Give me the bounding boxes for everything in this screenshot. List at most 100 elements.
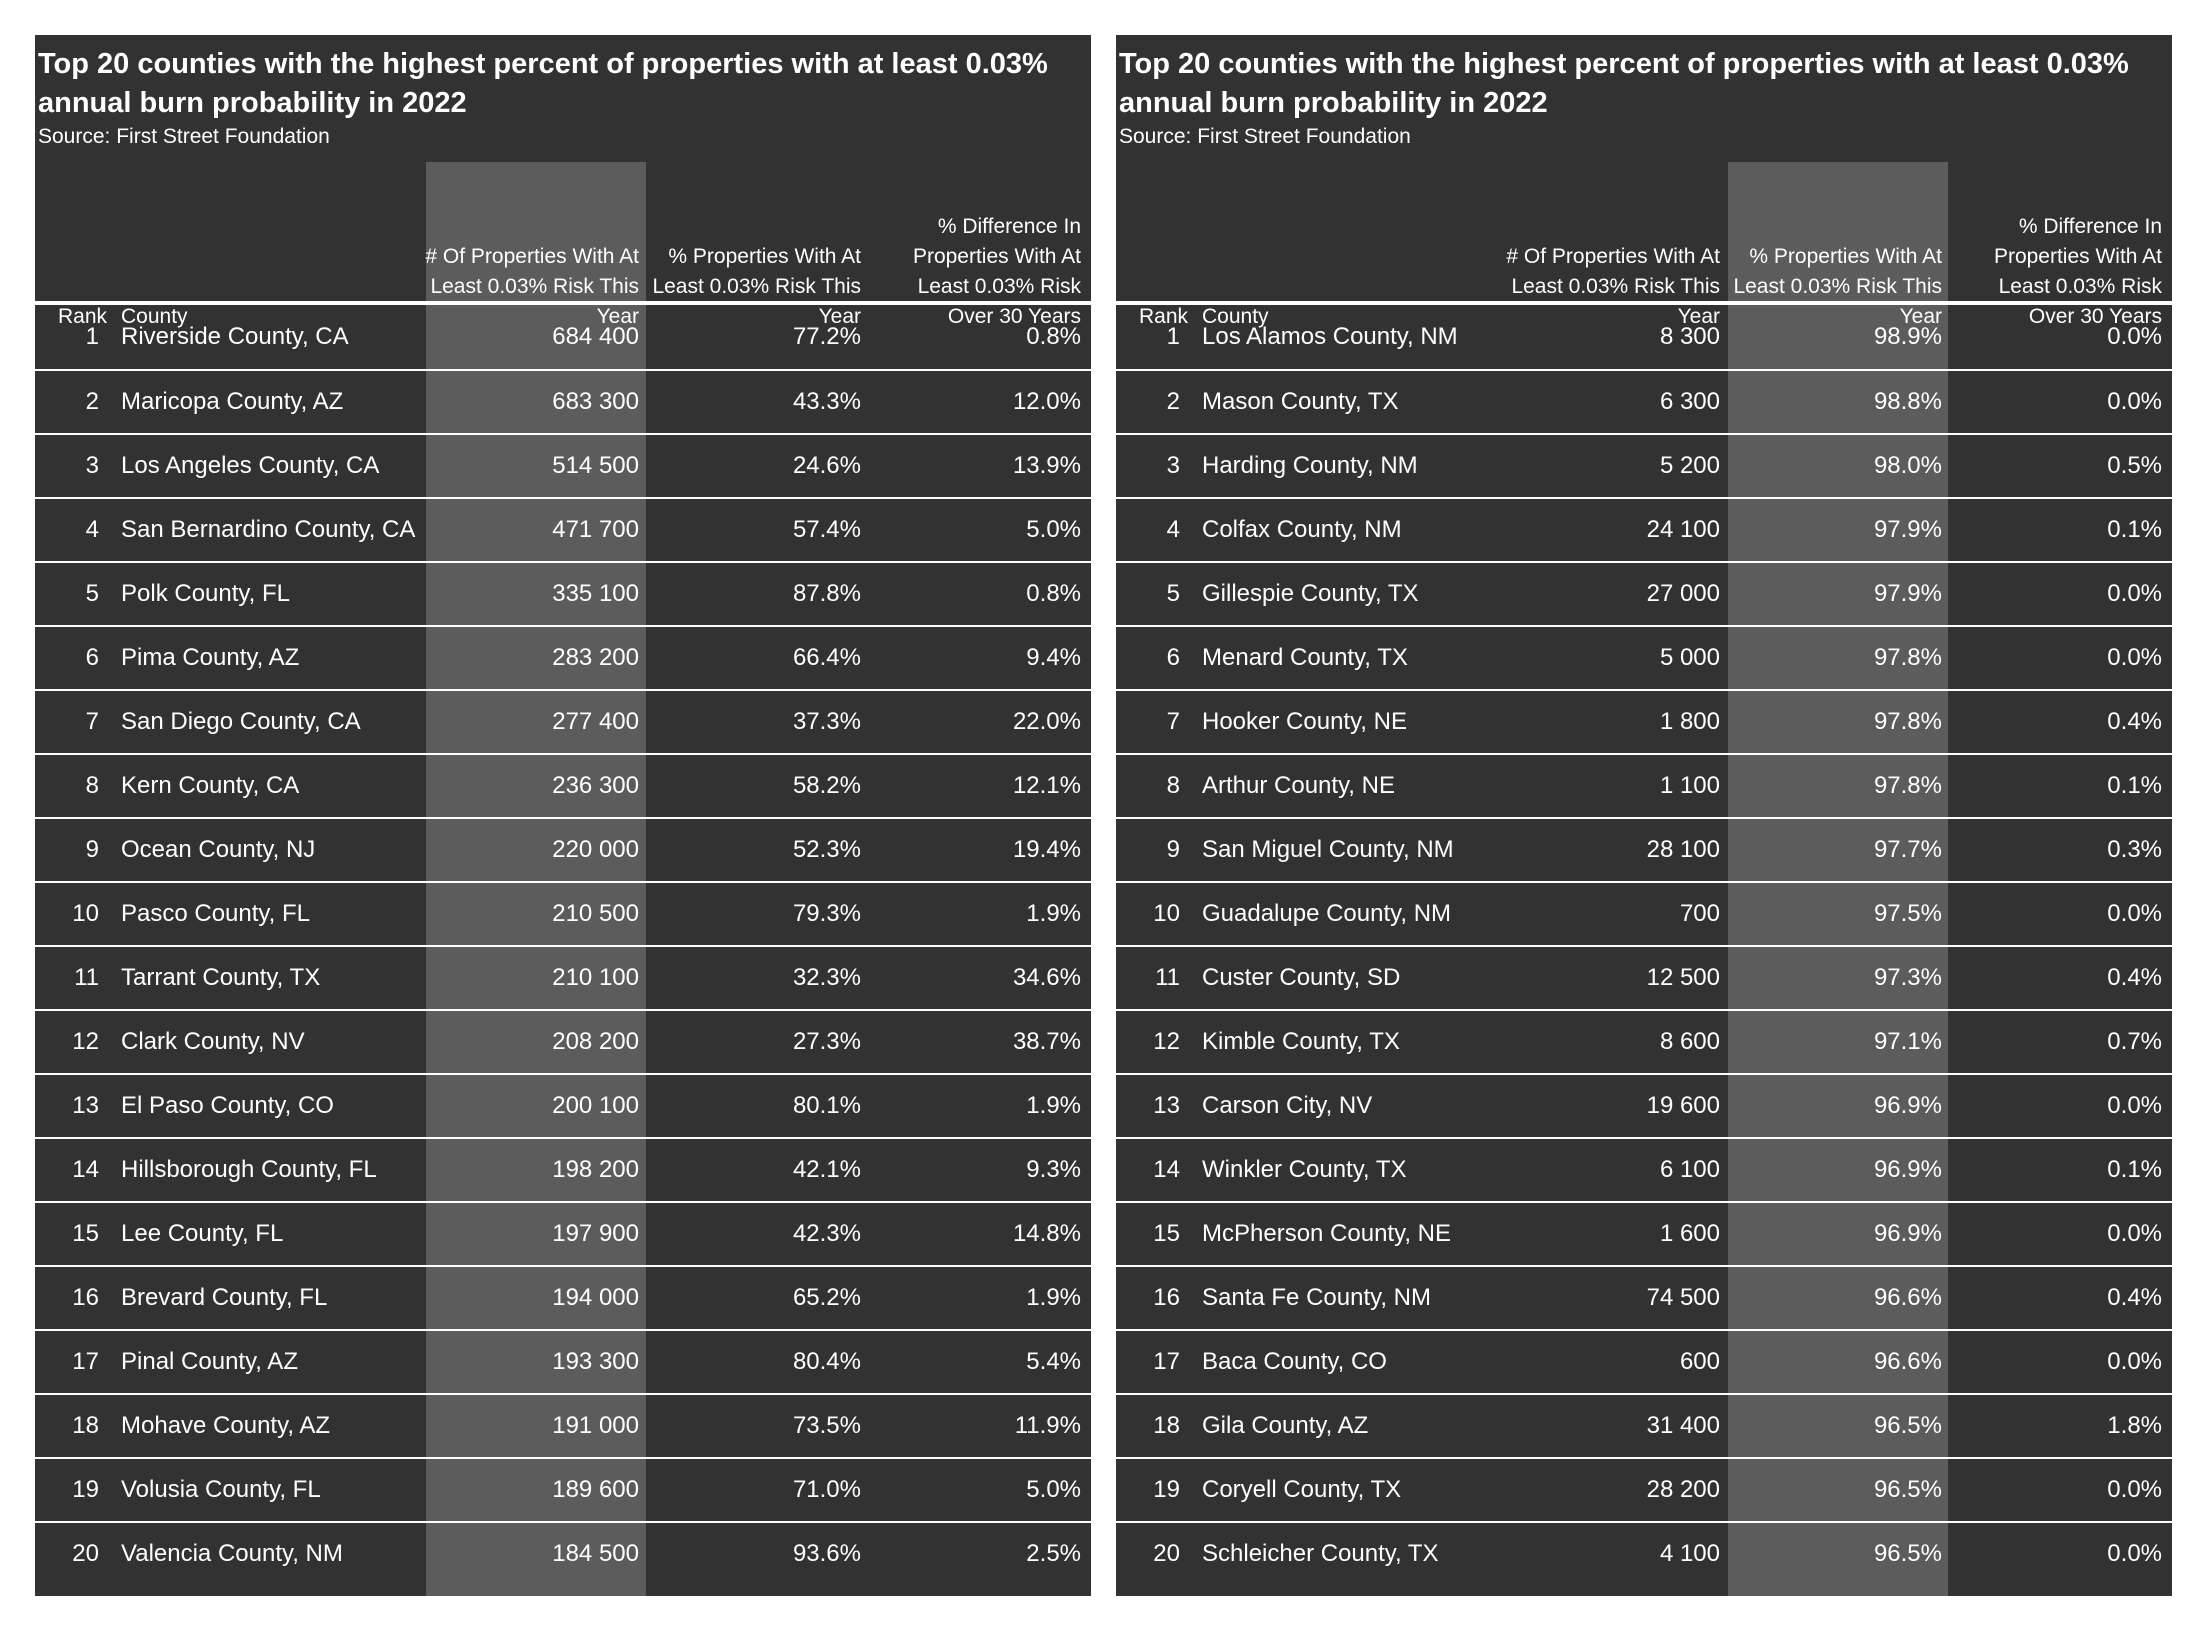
table-row: 10 Guadalupe County, NM 700 97.5% 0.0% — [1116, 881, 2172, 945]
rank-cell: 13 — [72, 1092, 99, 1119]
rank-cell: 8 — [85, 772, 99, 799]
rank-cell: 7 — [85, 708, 99, 735]
percent-difference-cell: 22.0% — [1012, 708, 1081, 735]
rank-cell: 15 — [1153, 1220, 1180, 1247]
percent-properties-cell: 42.1% — [792, 1156, 861, 1183]
property-count-cell: 335 100 — [552, 580, 639, 607]
county-cell: Maricopa County, AZ — [121, 388, 344, 415]
percent-properties-cell: 97.8% — [1873, 708, 1942, 735]
percent-properties-cell: 98.0% — [1873, 452, 1942, 479]
percent-difference-cell: 0.0% — [2107, 323, 2162, 350]
property-count-cell: 24 100 — [1646, 516, 1720, 543]
property-count-cell: 19 600 — [1646, 1092, 1720, 1119]
percent-properties-cell: 66.4% — [792, 644, 861, 671]
percent-difference-cell: 9.4% — [1026, 644, 1081, 671]
rank-cell: 13 — [1153, 1092, 1180, 1119]
rank-cell: 6 — [1166, 644, 1180, 671]
table-row: 2 Mason County, TX 6 300 98.8% 0.0% — [1116, 369, 2172, 433]
percent-properties-cell: 37.3% — [792, 708, 861, 735]
highlighted-column-background — [426, 162, 646, 1596]
table-row: 13 El Paso County, CO 200 100 80.1% 1.9% — [35, 1073, 1091, 1137]
table-row: 8 Arthur County, NE 1 100 97.8% 0.1% — [1116, 753, 2172, 817]
percent-difference-cell: 0.3% — [2107, 836, 2162, 863]
county-cell: El Paso County, CO — [121, 1092, 334, 1119]
table-row: 19 Volusia County, FL 189 600 71.0% 5.0% — [35, 1457, 1091, 1521]
county-cell: McPherson County, NE — [1202, 1220, 1451, 1247]
table-row: 19 Coryell County, TX 28 200 96.5% 0.0% — [1116, 1457, 2172, 1521]
property-count-cell: 191 000 — [552, 1412, 639, 1439]
percent-properties-cell: 97.5% — [1873, 900, 1942, 927]
rank-cell: 1 — [85, 323, 99, 350]
county-cell: Lee County, FL — [121, 1220, 284, 1247]
rank-cell: 10 — [1153, 900, 1180, 927]
table-panel-right: Top 20 counties with the highest percent… — [1116, 35, 2172, 1596]
property-count-cell: 8 300 — [1659, 323, 1720, 350]
column-header-percent-difference: % Difference In Properties With At Least… — [912, 215, 1081, 328]
county-cell: Winkler County, TX — [1202, 1156, 1407, 1183]
county-cell: Los Angeles County, CA — [121, 452, 380, 479]
column-header-county: County — [1202, 305, 1269, 328]
table-row: 2 Maricopa County, AZ 683 300 43.3% 12.0% — [35, 369, 1091, 433]
percent-difference-cell: 12.0% — [1012, 388, 1081, 415]
county-cell: Clark County, NV — [121, 1028, 305, 1055]
rank-cell: 19 — [72, 1476, 99, 1503]
percent-difference-cell: 0.0% — [2107, 1220, 2162, 1247]
table-row: 7 San Diego County, CA 277 400 37.3% 22.0% — [35, 689, 1091, 753]
percent-properties-cell: 77.2% — [792, 323, 861, 350]
rank-cell: 3 — [85, 452, 99, 479]
table-row: 5 Polk County, FL 335 100 87.8% 0.8% — [35, 561, 1091, 625]
property-count-cell: 198 200 — [552, 1156, 639, 1183]
percent-difference-cell: 0.8% — [1026, 323, 1081, 350]
percent-properties-cell: 87.8% — [792, 580, 861, 607]
percent-properties-cell: 80.4% — [792, 1348, 861, 1375]
percent-difference-cell: 5.0% — [1026, 516, 1081, 543]
property-count-cell: 184 500 — [552, 1540, 639, 1567]
table-row: 11 Custer County, SD 12 500 97.3% 0.4% — [1116, 945, 2172, 1009]
table-row: 14 Winkler County, TX 6 100 96.9% 0.1% — [1116, 1137, 2172, 1201]
table-row: 20 Schleicher County, TX 4 100 96.5% 0.0% — [1116, 1521, 2172, 1585]
rank-cell: 8 — [1166, 772, 1180, 799]
table-body: 1 Los Alamos County, NM 8 300 98.9% 0.0% 2 Mas… — [1116, 305, 2172, 1585]
property-count-cell: 471 700 — [552, 516, 639, 543]
table-row: 16 Santa Fe County, NM 74 500 96.6% 0.4% — [1116, 1265, 2172, 1329]
table-title: Top 20 counties with the highest percent… — [1119, 48, 2129, 119]
property-count-cell: 210 100 — [552, 964, 639, 991]
percent-properties-cell: 97.9% — [1873, 516, 1942, 543]
rank-cell: 2 — [1166, 388, 1180, 415]
table-title: Top 20 counties with the highest percent… — [38, 48, 1048, 119]
highlighted-column-background — [1728, 162, 1948, 1596]
property-count-cell: 1 800 — [1659, 708, 1720, 735]
percent-properties-cell: 96.9% — [1873, 1156, 1942, 1183]
county-cell: Los Alamos County, NM — [1202, 323, 1458, 350]
percent-properties-cell: 97.1% — [1873, 1028, 1942, 1055]
percent-properties-cell: 96.9% — [1873, 1220, 1942, 1247]
county-cell: Kern County, CA — [121, 772, 300, 799]
property-count-cell: 8 600 — [1659, 1028, 1720, 1055]
percent-properties-cell: 93.6% — [792, 1540, 861, 1567]
table-body: 1 Riverside County, CA 684 400 77.2% 0.8% 2 Ma… — [35, 305, 1091, 1585]
table-row: 3 Harding County, NM 5 200 98.0% 0.5% — [1116, 433, 2172, 497]
percent-properties-cell: 73.5% — [792, 1412, 861, 1439]
percent-difference-cell: 5.4% — [1026, 1348, 1081, 1375]
table-row: 14 Hillsborough County, FL 198 200 42.1% 9.3… — [35, 1137, 1091, 1201]
table-row: 9 Ocean County, NJ 220 000 52.3% 19.4% — [35, 817, 1091, 881]
table-row: 6 Menard County, TX 5 000 97.8% 0.0% — [1116, 625, 2172, 689]
percent-properties-cell: 32.3% — [792, 964, 861, 991]
percent-properties-cell: 24.6% — [792, 452, 861, 479]
table-row: 11 Tarrant County, TX 210 100 32.3% 34.6% — [35, 945, 1091, 1009]
county-cell: Pima County, AZ — [121, 644, 300, 671]
rank-cell: 17 — [72, 1348, 99, 1375]
table-row: 15 Lee County, FL 197 900 42.3% 14.8% — [35, 1201, 1091, 1265]
property-count-cell: 210 500 — [552, 900, 639, 927]
percent-difference-cell: 38.7% — [1012, 1028, 1081, 1055]
percent-difference-cell: 0.5% — [2107, 452, 2162, 479]
county-cell: Gila County, AZ — [1202, 1412, 1369, 1439]
percent-difference-cell: 0.1% — [2107, 516, 2162, 543]
county-cell: Kimble County, TX — [1202, 1028, 1400, 1055]
percent-properties-cell: 97.9% — [1873, 580, 1942, 607]
rank-cell: 10 — [72, 900, 99, 927]
county-cell: Menard County, TX — [1202, 644, 1408, 671]
rank-cell: 20 — [1153, 1540, 1180, 1567]
county-cell: Baca County, CO — [1202, 1348, 1387, 1375]
county-cell: Brevard County, FL — [121, 1284, 328, 1311]
